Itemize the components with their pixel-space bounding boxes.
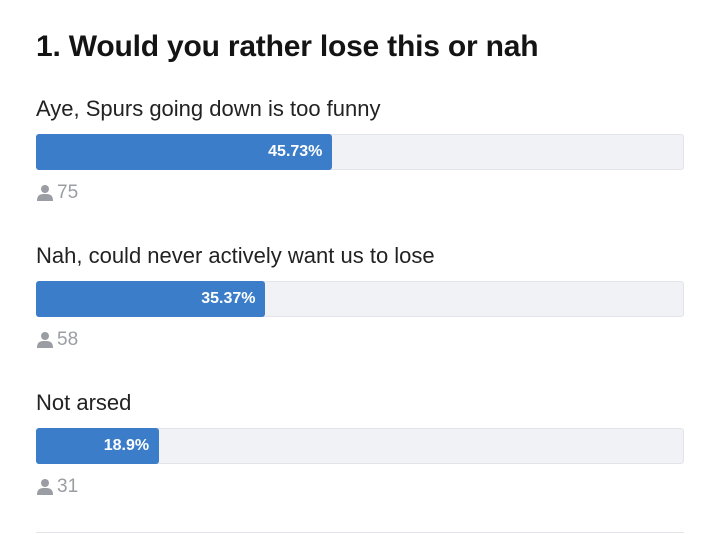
poll-option: Not arsed 18.9% 31 <box>36 390 684 520</box>
percent-label: 18.9% <box>103 437 150 454</box>
poll: 1. Would you rather lose this or nah Aye… <box>36 0 684 535</box>
user-icon <box>37 185 53 201</box>
user-icon <box>37 332 53 348</box>
bar-fill <box>36 281 266 317</box>
percent-label: 45.73% <box>268 143 323 160</box>
poll-title: 1. Would you rather lose this or nah <box>36 30 539 63</box>
vote-number: 75 <box>57 182 79 203</box>
vote-number: 31 <box>57 476 79 497</box>
vote-count: 31 <box>36 476 78 498</box>
divider <box>36 532 684 533</box>
bar-track: 45.73% <box>36 134 684 170</box>
vote-count: 58 <box>36 329 78 351</box>
bar-fill <box>36 134 333 170</box>
vote-count: 75 <box>36 182 78 204</box>
option-label: Aye, Spurs going down is too funny <box>36 96 381 121</box>
user-icon <box>37 479 53 495</box>
bar-track: 35.37% <box>36 281 684 317</box>
option-label: Nah, could never actively want us to los… <box>36 243 435 268</box>
option-label: Not arsed <box>36 390 132 415</box>
poll-option: Aye, Spurs going down is too funny 45.73%… <box>36 96 684 226</box>
bar-fill <box>36 428 160 464</box>
vote-number: 58 <box>57 329 79 350</box>
poll-option: Nah, could never actively want us to los… <box>36 243 684 373</box>
bar-track: 18.9% <box>36 428 684 464</box>
percent-label: 35.37% <box>201 290 256 307</box>
